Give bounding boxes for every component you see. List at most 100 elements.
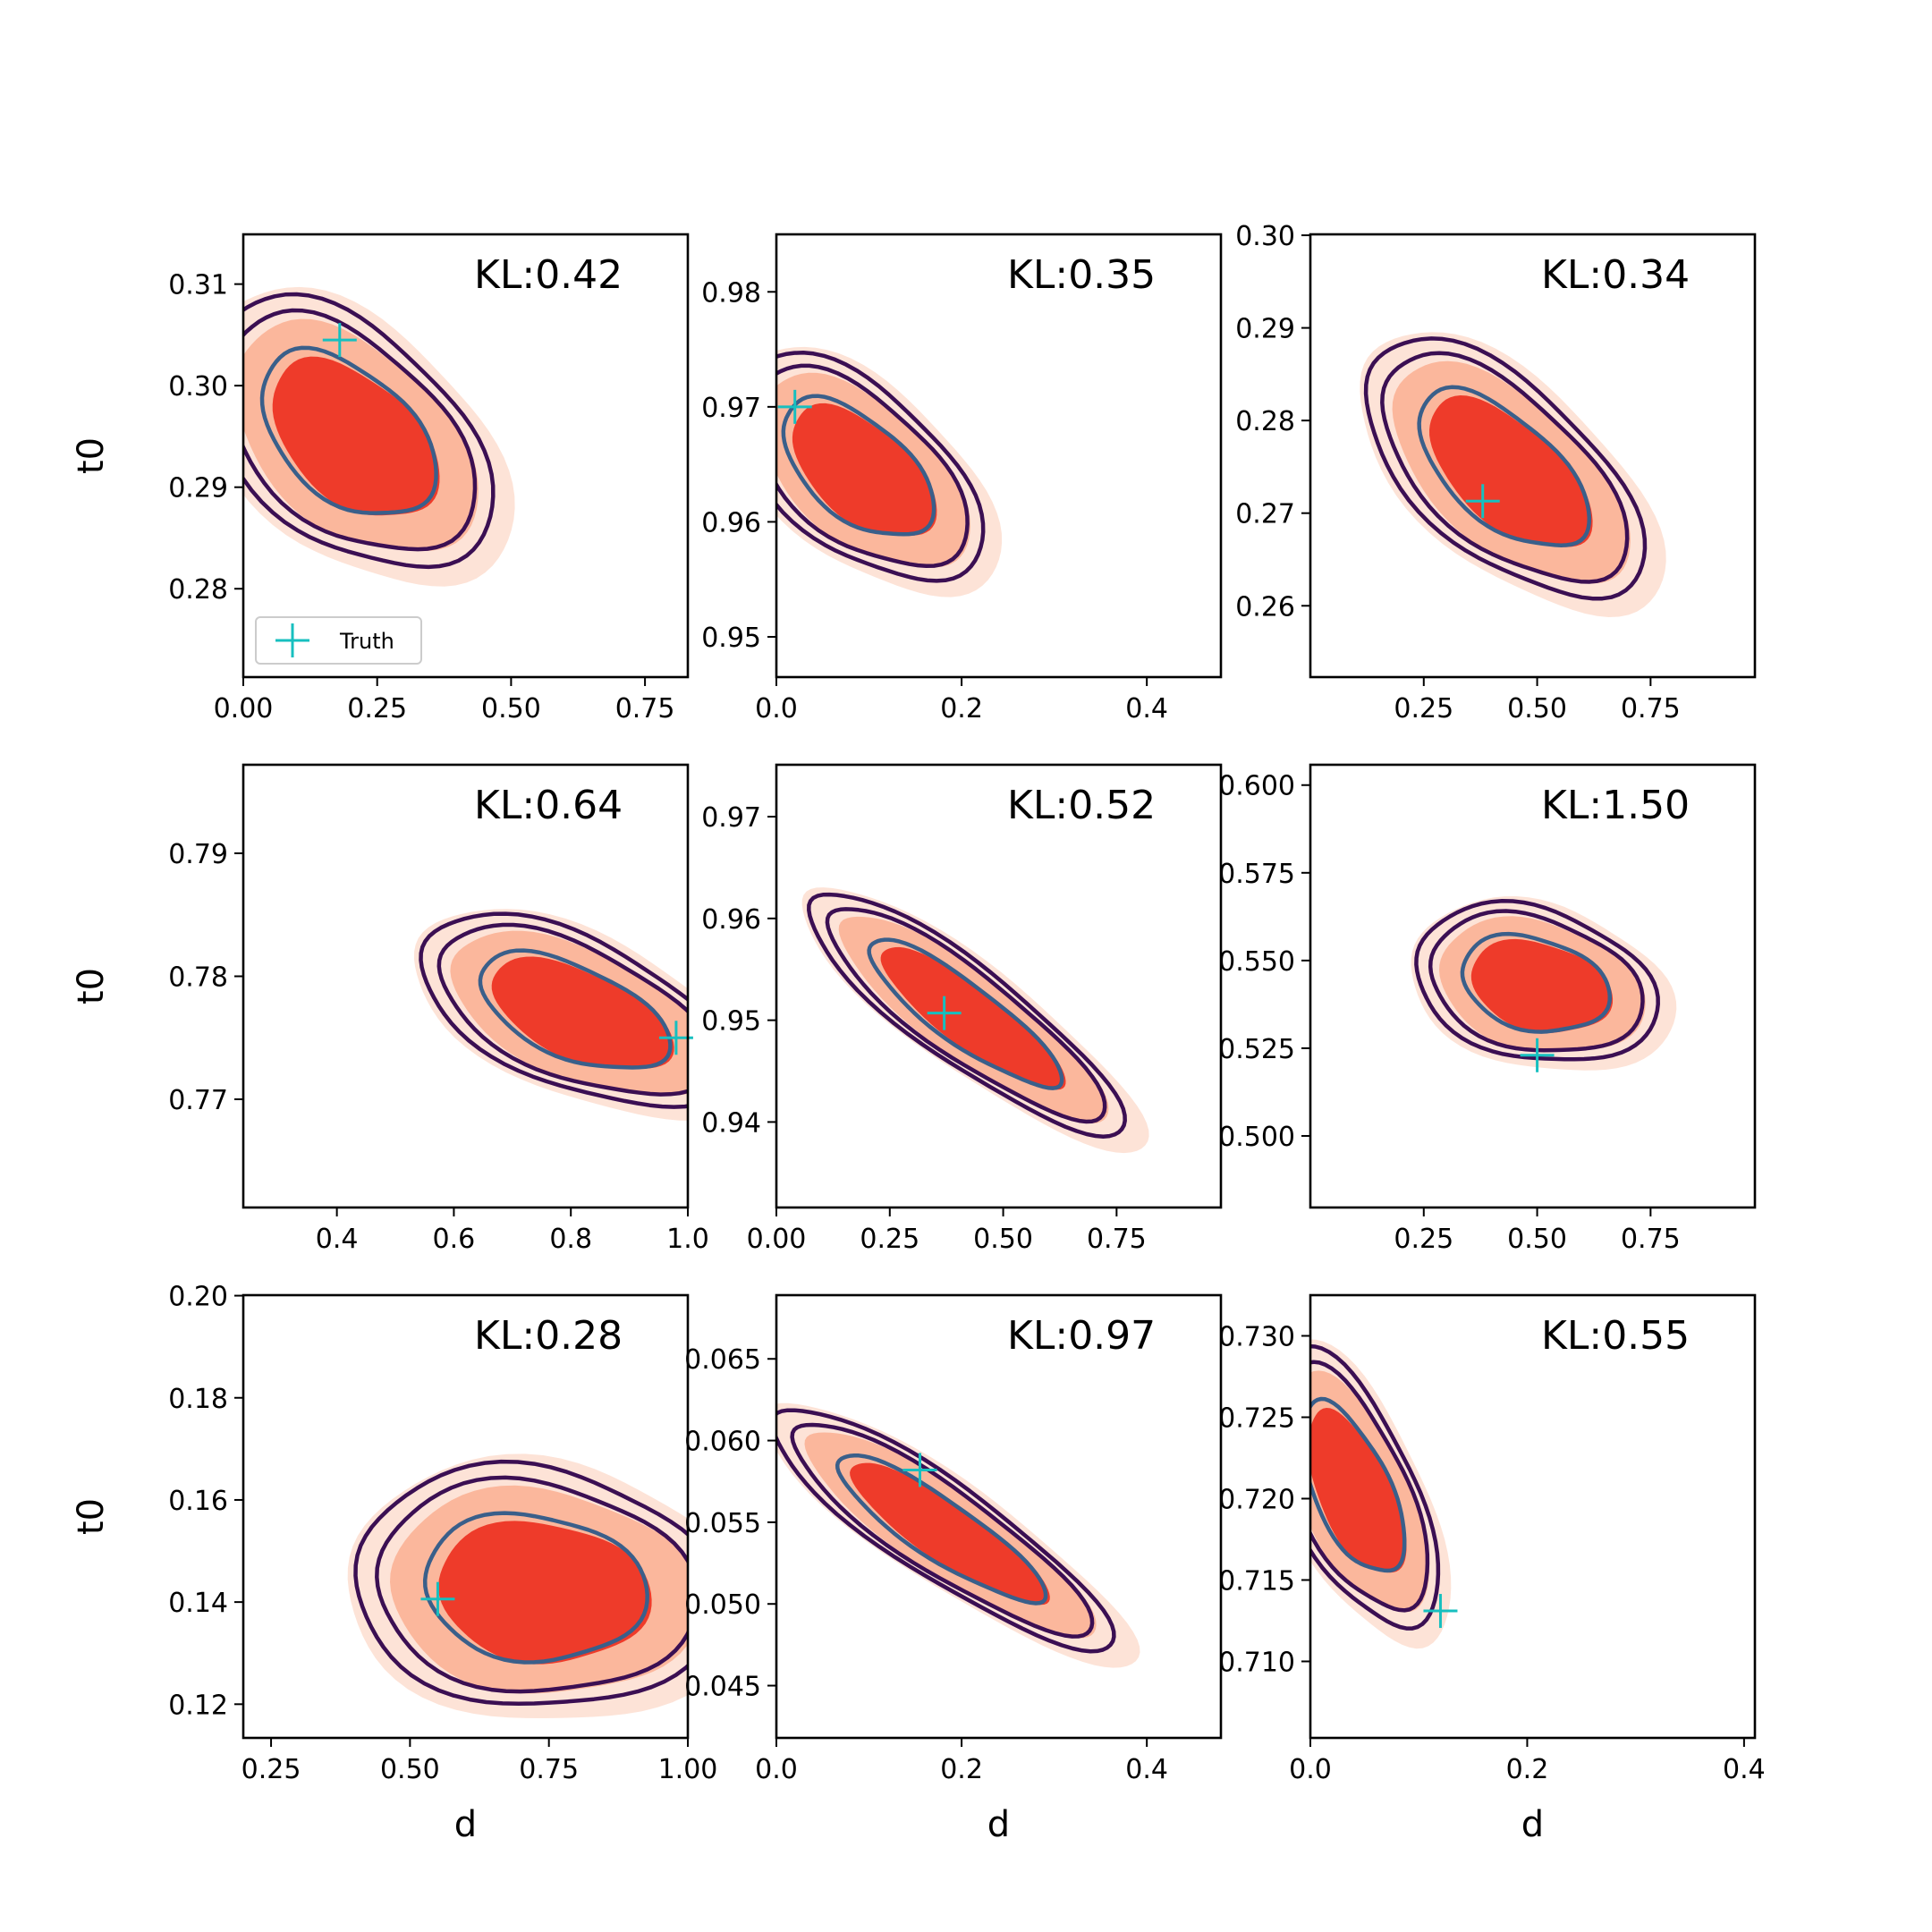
y-tick-label: 0.050 (684, 1589, 761, 1621)
axes-frame (1309, 763, 1757, 1209)
y-tick-label: 0.725 (1218, 1402, 1295, 1434)
axes-frame (1309, 1293, 1757, 1740)
x-tick-label: 0.25 (242, 1754, 301, 1785)
y-tick-label: 0.525 (1218, 1034, 1295, 1065)
y-tick-label: 0.20 (168, 1282, 228, 1313)
x-tick-label: 0.75 (519, 1754, 579, 1785)
y-tick-label: 0.065 (684, 1344, 761, 1376)
contour-mid (1428, 909, 1645, 1053)
y-tick-label: 0.78 (168, 962, 228, 994)
panel-3: 0.25 0.50 0.75 0.26 0.27 0.28 0.29 0.30 KL:0.34 (1235, 221, 1757, 724)
x-tick-label: 0.4 (316, 1224, 359, 1255)
panel-7: 0.25 0.50 0.75 1.00 0.12 0.14 0.16 0.18 0.20 KL:0… (71, 1282, 718, 1845)
y-tick-label: 0.27 (1235, 499, 1295, 530)
axes-frame (775, 233, 1223, 679)
x-tick-label: 0.25 (860, 1224, 919, 1255)
plot-area (776, 346, 1003, 597)
panel-4: 0.4 0.6 0.8 1.0 0.77 0.78 0.79 KL:0.64 t0 (71, 763, 709, 1255)
truth-marker (902, 1453, 937, 1487)
kl-annotation: KL:1.50 (1541, 783, 1690, 828)
axes-frame (242, 763, 690, 1209)
x-tick-label: 0.2 (940, 1754, 983, 1785)
legend-label: Truth (339, 629, 394, 654)
y-tick-label: 0.720 (1218, 1484, 1295, 1515)
contour-mid (375, 1475, 688, 1694)
truth-marker (1465, 484, 1500, 519)
x-tick-label: 0.50 (1507, 693, 1567, 724)
y-tick-label: 0.28 (168, 574, 228, 606)
x-tick-label: 0.50 (1507, 1224, 1567, 1255)
x-tick-label: 0.00 (747, 1224, 807, 1255)
plot-area (801, 887, 1149, 1154)
contour-mid (243, 308, 478, 552)
y-tick-label: 0.730 (1218, 1321, 1295, 1352)
y-tick-label: 0.77 (168, 1085, 228, 1116)
kde-fill-inner (880, 946, 1066, 1090)
kde-fill-inner (1310, 1408, 1407, 1573)
y-tick-label: 0.97 (701, 802, 761, 834)
axes-frame (775, 1293, 1223, 1740)
y-tick-label: 0.26 (1235, 591, 1295, 623)
kde-fill-inner (272, 356, 440, 516)
kl-annotation: KL:0.28 (474, 1313, 623, 1359)
y-tick-label: 0.060 (684, 1427, 761, 1458)
contour-mid (825, 907, 1107, 1124)
x-axis-label: d (987, 1804, 1010, 1845)
x-tick-label: 0.2 (1506, 1754, 1549, 1785)
plot-area (1310, 1339, 1452, 1649)
contour-outer (776, 1408, 1116, 1654)
plot-area (1360, 332, 1666, 617)
x-tick-label: 0.0 (1289, 1754, 1332, 1785)
x-tick-label: 1.00 (658, 1754, 718, 1785)
x-tick-label: 0.75 (615, 693, 675, 724)
x-tick-label: 0.6 (433, 1224, 476, 1255)
contour-outer (1310, 1343, 1441, 1631)
x-tick-label: 0.50 (973, 1224, 1033, 1255)
contour-inner (1460, 931, 1613, 1034)
y-axis-label: t0 (71, 968, 112, 1004)
y-tick-label: 0.14 (168, 1588, 228, 1619)
contour-mid (776, 363, 970, 569)
x-tick-label: 0.4 (1125, 1754, 1168, 1785)
contour-outer (353, 1459, 688, 1707)
contour-outer (776, 351, 986, 583)
x-tick-label: 0.25 (1394, 693, 1453, 724)
y-tick-label: 0.18 (168, 1384, 228, 1415)
x-tick-label: 0.2 (940, 693, 983, 724)
contour-outer (419, 911, 688, 1109)
y-tick-label: 0.94 (701, 1107, 761, 1139)
kde-fill-inner (850, 1462, 1050, 1606)
y-tick-label: 0.95 (701, 1006, 761, 1038)
contour-outer (1414, 899, 1660, 1062)
x-tick-label: 1.0 (666, 1224, 709, 1255)
y-tick-label: 0.600 (1218, 771, 1295, 802)
y-tick-label: 0.550 (1218, 946, 1295, 978)
y-tick-label: 0.30 (168, 371, 228, 402)
y-tick-label: 0.29 (1235, 314, 1295, 345)
panel-8: 0.0 0.2 0.4 0.045 0.050 0.055 0.060 0.065 KL:0.9… (684, 1293, 1223, 1845)
y-tick-label: 0.96 (701, 904, 761, 936)
contour-outer (243, 292, 496, 570)
x-tick-label: 0.4 (1125, 693, 1168, 724)
y-tick-label: 0.96 (701, 507, 761, 538)
truth-marker (927, 996, 962, 1030)
x-tick-label: 0.75 (1087, 1224, 1147, 1255)
y-tick-label: 0.16 (168, 1486, 228, 1517)
kde-fill-inner (1429, 395, 1593, 547)
y-tick-label: 0.715 (1218, 1565, 1295, 1597)
axes-frame (242, 233, 690, 679)
x-axis-label: d (1521, 1804, 1544, 1845)
contour-inner (422, 1511, 649, 1665)
contour-inner (835, 1453, 1048, 1606)
x-tick-label: 0.00 (214, 693, 274, 724)
kl-annotation: KL:0.97 (1007, 1313, 1156, 1359)
y-tick-label: 0.79 (168, 839, 228, 870)
panel-5: 0.00 0.25 0.50 0.75 0.94 0.95 0.96 0.97 KL:0.52 (701, 763, 1223, 1255)
x-tick-label: 0.25 (1394, 1224, 1453, 1255)
x-tick-label: 0.8 (549, 1224, 592, 1255)
y-tick-label: 0.28 (1235, 406, 1295, 437)
contour-inner (259, 345, 438, 515)
panel-1: 0.00 0.25 0.50 0.75 0.28 0.29 0.30 0.31 KL:0.42 t… (71, 233, 690, 724)
axes-frame (242, 1293, 690, 1740)
